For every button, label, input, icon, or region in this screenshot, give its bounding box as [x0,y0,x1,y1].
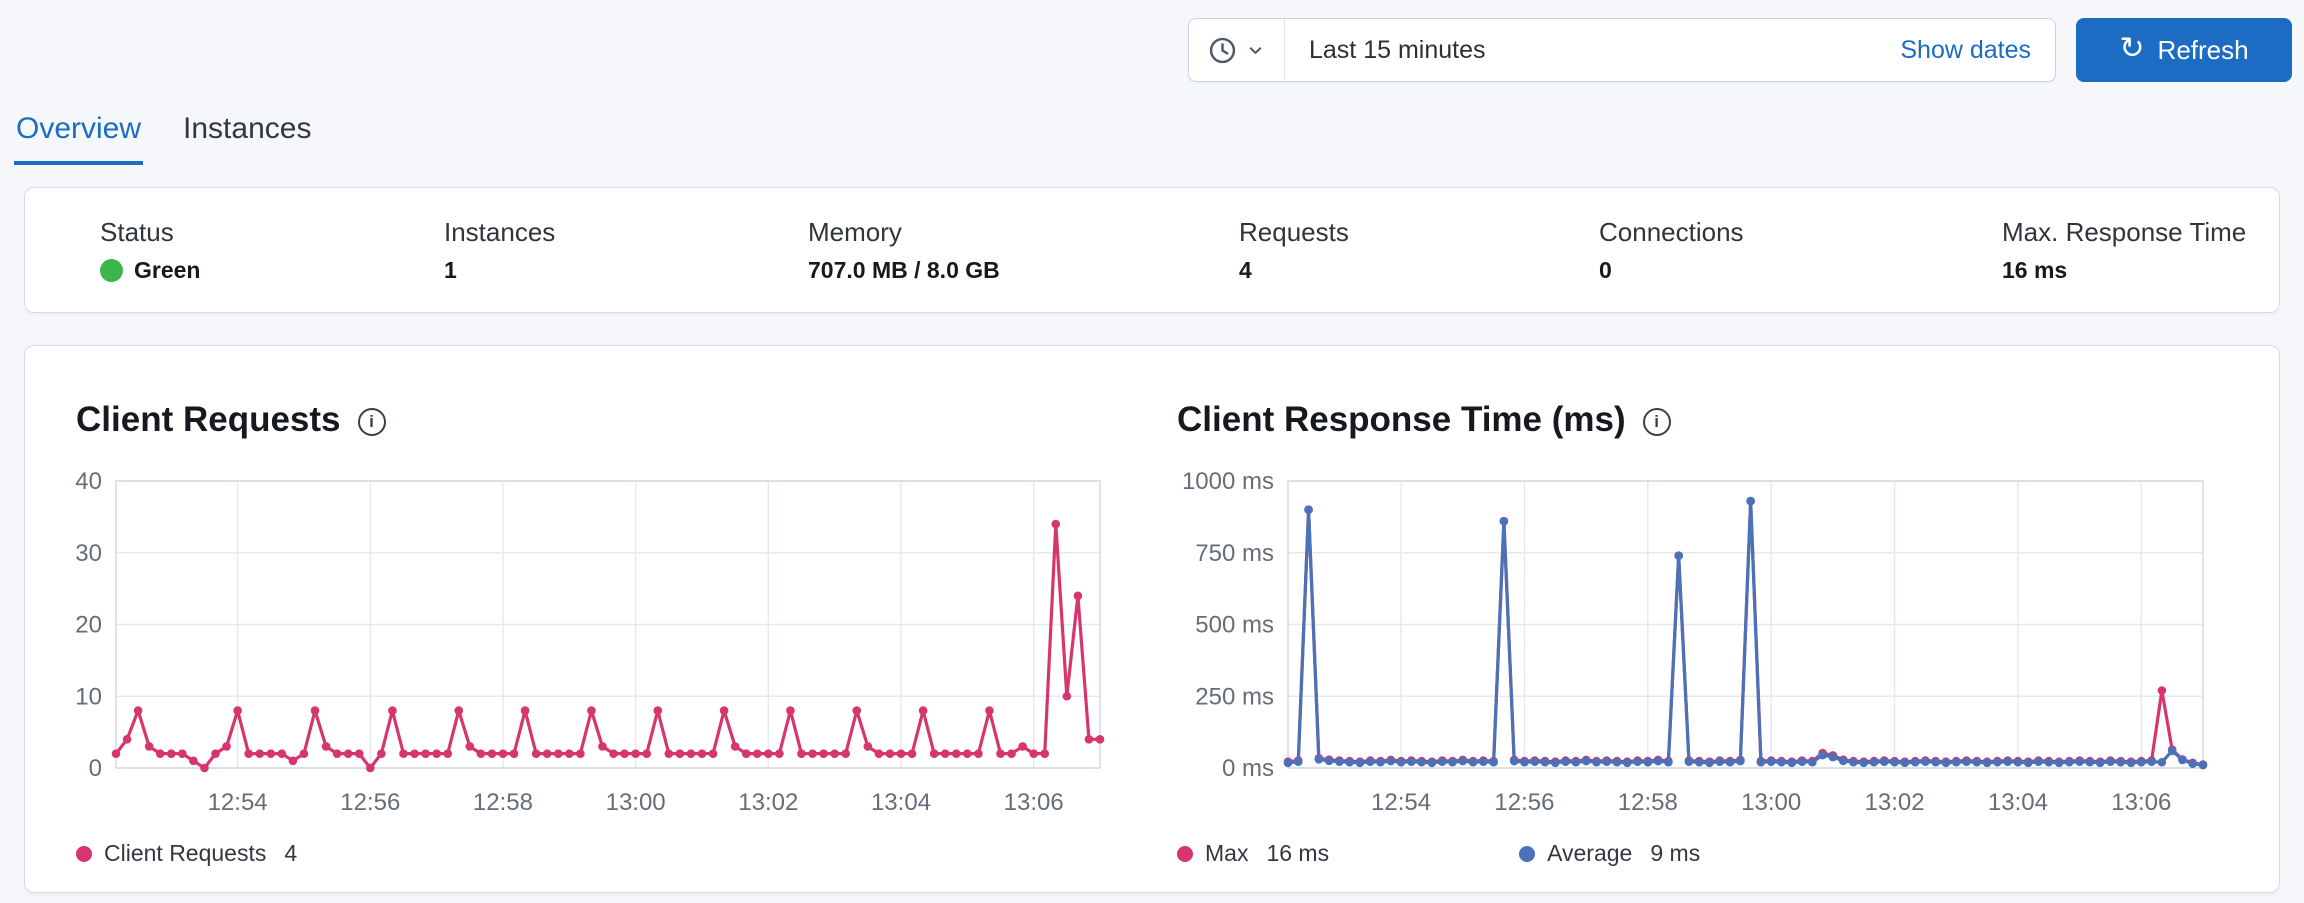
stat-value: 707.0 MB / 8.0 GB [808,256,1000,283]
svg-text:0: 0 [89,755,102,782]
super-date-picker: Last 15 minutes Show dates [1188,18,2056,82]
stat-value: 0 [1599,256,1612,283]
chevron-down-icon [1249,46,1262,54]
refresh-button-label: Refresh [2157,34,2249,65]
stat-label: Status [100,216,174,247]
stat-status: Status Green [100,217,444,284]
svg-text:1000 ms: 1000 ms [1182,468,1274,495]
svg-text:20: 20 [75,612,102,639]
legend-dot [1177,845,1193,862]
client-requests-legend: Client Requests 4 [76,840,297,867]
svg-text:10: 10 [75,683,102,710]
stat-max-response-time: Max. Response Time 16 ms [2002,217,2279,284]
info-icon[interactable]: i [357,407,386,436]
legend-item[interactable]: Client Requests 4 [76,840,297,867]
stat-instances: Instances 1 [444,217,808,284]
client-response-time-title: Client Response Time (ms) i [1177,400,1671,440]
legend-dot [76,845,92,862]
svg-text:40: 40 [75,468,102,495]
stat-label: Requests [1239,216,1349,247]
svg-text:13:00: 13:00 [1741,789,1801,816]
svg-text:12:54: 12:54 [1371,789,1431,816]
legend-dot [1519,845,1536,862]
stat-label: Max. Response Time [2002,216,2247,247]
svg-text:13:02: 13:02 [738,789,798,816]
svg-text:12:56: 12:56 [340,789,400,816]
summary-stats-panel: Status Green Instances 1 Memory 707.0 MB… [24,187,2280,313]
legend-item[interactable]: Max 16 ms [1177,840,1329,867]
svg-text:13:06: 13:06 [2111,789,2171,816]
legend-value: 4 [284,840,298,866]
stat-value: 1 [444,256,457,283]
legend-name: Max [1205,840,1249,866]
svg-text:12:58: 12:58 [1618,789,1678,816]
tab-bar: Overview Instances [14,112,313,165]
stat-value: 4 [1239,256,1252,283]
show-dates-link[interactable]: Show dates [1900,35,2031,64]
stat-value: 16 ms [2002,256,2068,283]
info-icon[interactable]: i [1642,407,1671,436]
stat-label: Instances [444,216,556,247]
svg-text:0 ms: 0 ms [1222,755,1274,782]
svg-text:12:56: 12:56 [1494,789,1554,816]
client-requests-title: Client Requests i [76,400,386,440]
client-requests-chart[interactable]: 0 10 20 30 40 12:54 12:56 12:58 13:00 13:02 13:04 1… [41,466,1110,826]
status-health-dot [100,258,123,282]
svg-text:13:04: 13:04 [871,789,931,816]
client-response-time-chart[interactable]: 0 ms 250 ms 500 ms 750 ms 1000 ms 12:54 12:56 1… [1175,466,2215,826]
svg-text:13:06: 13:06 [1004,789,1064,816]
svg-text:750 ms: 750 ms [1195,540,1274,567]
legend-name: Client Requests [104,840,267,866]
svg-text:500 ms: 500 ms [1195,612,1274,639]
tab-overview[interactable]: Overview [14,112,144,165]
svg-text:30: 30 [75,540,102,567]
svg-text:13:02: 13:02 [1865,789,1925,816]
stat-label: Memory [808,216,902,247]
legend-value: 16 ms [1266,840,1330,866]
chart-title-text: Client Response Time (ms) [1177,400,1626,439]
chart-title-text: Client Requests [76,400,341,439]
charts-panel: Client Requests i 0 10 20 30 40 12:54 12:56 12:… [24,345,2280,893]
legend-item[interactable]: Average 9 ms [1519,840,1700,867]
selected-time-range[interactable]: Last 15 minutes [1309,35,1486,64]
legend-value: 9 ms [1650,840,1701,866]
stat-value: Green [134,256,201,283]
stat-connections: Connections 0 [1599,217,2002,284]
stat-requests: Requests 4 [1239,217,1599,284]
svg-text:12:58: 12:58 [473,789,533,816]
clock-icon [1209,37,1236,63]
svg-text:12:54: 12:54 [208,789,268,816]
legend-name: Average [1547,840,1633,866]
svg-text:13:00: 13:00 [606,789,666,816]
date-picker-quick-menu-button[interactable] [1189,19,1285,81]
refresh-button[interactable]: ↻ Refresh [2076,18,2292,82]
svg-text:13:04: 13:04 [1988,789,2048,816]
client-response-time-legend: Max 16 ms Average 9 ms [1177,840,1700,867]
stat-memory: Memory 707.0 MB / 8.0 GB [808,217,1239,284]
stat-label: Connections [1599,216,1744,247]
tab-instances[interactable]: Instances [183,112,312,145]
refresh-icon: ↻ [2119,31,2145,65]
svg-text:250 ms: 250 ms [1195,683,1274,710]
